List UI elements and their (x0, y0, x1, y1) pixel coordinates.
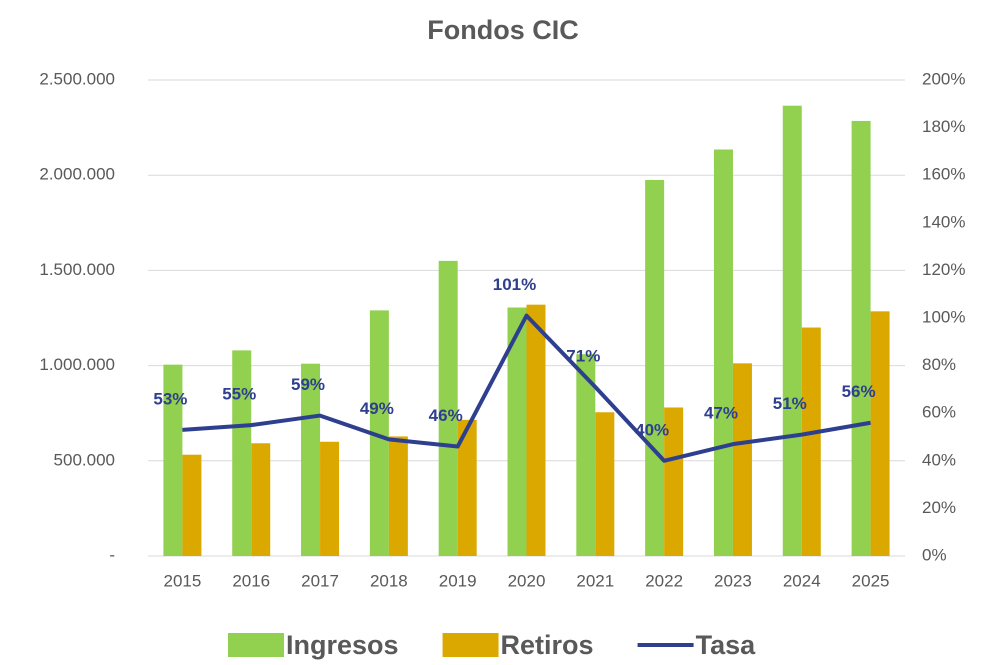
bar (301, 363, 321, 556)
bar (851, 120, 871, 556)
bar (163, 364, 183, 556)
data-label: 101% (493, 275, 536, 294)
x-tick-label: 2021 (576, 571, 614, 590)
bar (595, 412, 615, 556)
bar (664, 407, 684, 556)
y2-tick-label: 160% (922, 165, 965, 184)
y-tick-label: 1.000.000 (39, 355, 115, 374)
legend-label: Retiros (501, 630, 594, 660)
bar (645, 179, 665, 556)
chart-title: Fondos CIC (427, 15, 578, 45)
bar (713, 149, 733, 556)
y-tick-label: 2.500.000 (39, 69, 115, 88)
y2-tick-label: 140% (922, 212, 965, 231)
y2-tick-label: 180% (922, 117, 965, 136)
x-tick-label: 2024 (783, 571, 821, 590)
y2-tick-label: 80% (922, 355, 956, 374)
y-tick-label: - (109, 545, 115, 564)
data-label: 46% (429, 406, 463, 425)
bar (782, 105, 802, 556)
legend-label: Tasa (696, 630, 757, 660)
y2-tick-label: 100% (922, 307, 965, 326)
y-tick-label: 2.000.000 (39, 165, 115, 184)
bar (182, 454, 202, 556)
bar (801, 327, 821, 556)
x-tick-label: 2017 (301, 571, 339, 590)
data-label: 49% (360, 399, 394, 418)
bar (251, 443, 271, 556)
x-tick-label: 2022 (645, 571, 683, 590)
bar (732, 363, 752, 556)
y-tick-label: 1.500.000 (39, 260, 115, 279)
x-tick-label: 2019 (439, 571, 477, 590)
bar (457, 419, 477, 556)
x-tick-label: 2020 (508, 571, 546, 590)
line (182, 313, 871, 463)
bar (369, 310, 389, 556)
data-label: 47% (704, 404, 738, 423)
x-tick-label: 2016 (232, 571, 270, 590)
bar (320, 441, 340, 556)
y2-tick-label: 60% (922, 403, 956, 422)
x-tick-label: 2025 (852, 571, 890, 590)
bar (870, 311, 890, 556)
x-tick-label: 2018 (370, 571, 408, 590)
data-label: 55% (222, 385, 256, 404)
y2-tick-label: 120% (922, 260, 965, 279)
data-label: 56% (842, 382, 876, 401)
legend-swatch (442, 633, 499, 657)
bar (526, 304, 546, 556)
data-label: 53% (153, 389, 187, 408)
y2-tick-label: 40% (922, 450, 956, 469)
data-label: 51% (773, 394, 807, 413)
legend-swatch (228, 633, 284, 657)
bar (438, 260, 458, 556)
data-label: 71% (566, 347, 600, 366)
y2-tick-label: 0% (922, 545, 947, 564)
legend-label: Ingresos (286, 630, 399, 660)
x-tick-label: 2015 (163, 571, 201, 590)
y-tick-label: 500.000 (54, 450, 115, 469)
bar (388, 436, 408, 556)
y2-tick-label: 20% (922, 498, 956, 517)
data-label: 59% (291, 375, 325, 394)
y2-tick-label: 200% (922, 69, 965, 88)
bar (576, 354, 596, 556)
x-tick-label: 2023 (714, 571, 752, 590)
data-label: 40% (635, 420, 669, 439)
bar (507, 307, 527, 556)
bar (232, 350, 252, 556)
